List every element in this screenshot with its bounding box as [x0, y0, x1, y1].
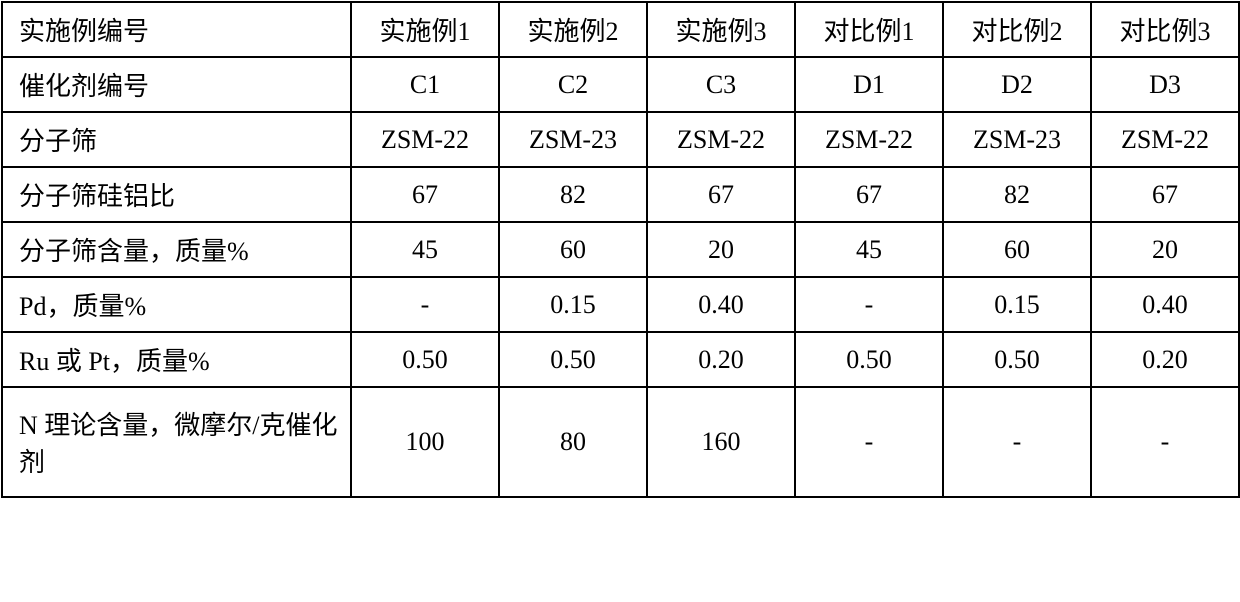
- row-label: 分子筛硅铝比: [2, 167, 351, 222]
- cell: 45: [795, 222, 943, 277]
- col-header: 对比例1: [795, 2, 943, 57]
- cell: 60: [943, 222, 1091, 277]
- cell: 67: [647, 167, 795, 222]
- cell: 45: [351, 222, 499, 277]
- cell: -: [795, 387, 943, 497]
- row-label: Pd，质量%: [2, 277, 351, 332]
- cell: C2: [499, 57, 647, 112]
- cell: ZSM-22: [647, 112, 795, 167]
- cell: 60: [499, 222, 647, 277]
- cell: 82: [943, 167, 1091, 222]
- cell: ZSM-23: [499, 112, 647, 167]
- cell: D1: [795, 57, 943, 112]
- cell: -: [351, 277, 499, 332]
- catalyst-data-table: 实施例编号 实施例1 实施例2 实施例3 对比例1 对比例2 对比例3 催化剂编…: [1, 1, 1240, 498]
- cell: 0.50: [499, 332, 647, 387]
- table-row: 催化剂编号 C1 C2 C3 D1 D2 D3: [2, 57, 1239, 112]
- cell: 0.50: [943, 332, 1091, 387]
- cell: -: [943, 387, 1091, 497]
- cell: -: [1091, 387, 1239, 497]
- cell: 80: [499, 387, 647, 497]
- cell: 67: [1091, 167, 1239, 222]
- table-row: Ru 或 Pt，质量% 0.50 0.50 0.20 0.50 0.50 0.2…: [2, 332, 1239, 387]
- col-header: 对比例2: [943, 2, 1091, 57]
- cell: D3: [1091, 57, 1239, 112]
- table-row: 分子筛硅铝比 67 82 67 67 82 67: [2, 167, 1239, 222]
- cell: 0.40: [647, 277, 795, 332]
- cell: 20: [647, 222, 795, 277]
- cell: 20: [1091, 222, 1239, 277]
- col-header: 实施例3: [647, 2, 795, 57]
- row-label: 催化剂编号: [2, 57, 351, 112]
- col-header: 对比例3: [1091, 2, 1239, 57]
- table-row: N 理论含量，微摩尔/克催化剂 100 80 160 - - -: [2, 387, 1239, 497]
- cell: 0.15: [943, 277, 1091, 332]
- cell: 67: [351, 167, 499, 222]
- cell: ZSM-22: [351, 112, 499, 167]
- row-label: 分子筛: [2, 112, 351, 167]
- cell: 160: [647, 387, 795, 497]
- cell: 82: [499, 167, 647, 222]
- col-header: 实施例1: [351, 2, 499, 57]
- cell: ZSM-22: [1091, 112, 1239, 167]
- cell: 0.40: [1091, 277, 1239, 332]
- row-label: Ru 或 Pt，质量%: [2, 332, 351, 387]
- table-header-row: 实施例编号 实施例1 实施例2 实施例3 对比例1 对比例2 对比例3: [2, 2, 1239, 57]
- cell: 0.20: [647, 332, 795, 387]
- cell: -: [795, 277, 943, 332]
- row-label: 分子筛含量，质量%: [2, 222, 351, 277]
- col-header: 实施例2: [499, 2, 647, 57]
- cell: 0.15: [499, 277, 647, 332]
- cell: 0.50: [351, 332, 499, 387]
- header-label: 实施例编号: [2, 2, 351, 57]
- cell: C3: [647, 57, 795, 112]
- cell: 67: [795, 167, 943, 222]
- cell: ZSM-22: [795, 112, 943, 167]
- cell: C1: [351, 57, 499, 112]
- cell: D2: [943, 57, 1091, 112]
- cell: 0.50: [795, 332, 943, 387]
- cell: 100: [351, 387, 499, 497]
- cell: 0.20: [1091, 332, 1239, 387]
- cell: ZSM-23: [943, 112, 1091, 167]
- table-row: 分子筛 ZSM-22 ZSM-23 ZSM-22 ZSM-22 ZSM-23 Z…: [2, 112, 1239, 167]
- row-label: N 理论含量，微摩尔/克催化剂: [2, 387, 351, 497]
- table-row: 分子筛含量，质量% 45 60 20 45 60 20: [2, 222, 1239, 277]
- table-row: Pd，质量% - 0.15 0.40 - 0.15 0.40: [2, 277, 1239, 332]
